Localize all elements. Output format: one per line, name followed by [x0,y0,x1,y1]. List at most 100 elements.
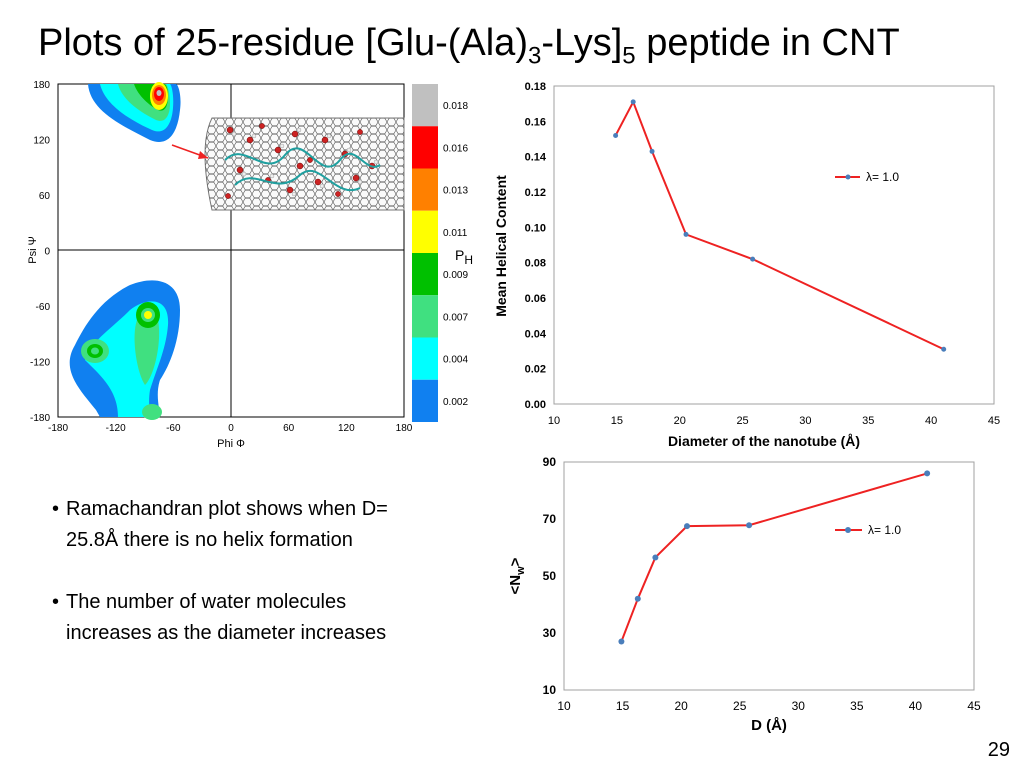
chart2-y-tick: 10 [543,683,557,697]
chart1-data-point [613,132,619,138]
rama-x-tick: 60 [283,423,295,434]
arrow-head [198,151,208,159]
chart2-x-tick: 30 [792,699,806,713]
bullet-dot-icon: • [52,498,60,520]
chart2-data-point [652,554,659,561]
colorbar-tick: 0.002 [443,397,468,408]
colorbar-swatch [412,253,438,296]
chart1-x-tick: 30 [799,415,811,427]
contour-region-bottom [69,280,180,420]
chart2-x-label: D (Å) [751,717,787,734]
chart2-data-point [618,638,625,645]
chart1-x-tick: 10 [548,415,560,427]
chart1-y-tick: 0.16 [525,116,546,128]
colorbar-swatch [412,126,438,169]
chart1-x-tick: 15 [611,415,623,427]
chart1-x-tick: 35 [862,415,874,427]
chart1-data-point [941,346,947,352]
colorbar-tick: 0.004 [443,355,468,366]
colorbar-tick: 0.011 [443,228,468,239]
chart2-data-point [746,522,753,529]
colorbar-swatch [412,210,438,253]
rama-x-tick: -60 [166,423,181,434]
rama-y-tick: -60 [36,302,51,313]
colorbar-tick: 0.018 [443,101,468,112]
chart1-y-tick: 0.14 [525,152,547,164]
chart1-series-line [614,99,945,351]
chart1-legend: λ= 1.0 [835,170,899,184]
chart1-x-tick: 45 [988,415,1000,427]
chart1-x-tick: 20 [674,415,686,427]
chart1-y-tick: 0.04 [525,328,547,340]
chart1-data-point [683,231,689,237]
water-molecules-chart: 10 30 50 70 90 10 15 20 25 30 35 40 45 D (Å) <Nw> λ… [507,455,981,734]
chart1-x-tick: 40 [925,415,937,427]
chart2-x-tick: 35 [850,699,864,713]
colorbar-label: PH [455,247,473,267]
ramachandran-plot: -180 -120 -60 0 60 120 180 180 120 60 0 -60 -120 -18… [27,80,473,450]
chart2-series-line [620,472,928,642]
bullet-item: • Ramachandran plot shows when D= 25.8Å t… [52,494,432,556]
page-number: 29 [987,739,1010,761]
colorbar-swatch [412,295,438,338]
nanotube-image [204,117,405,211]
chart2-legend: λ= 1.0 [835,523,901,537]
rama-y-tick: 180 [33,80,50,91]
rama-y-label: Psi Ψ [27,236,39,264]
chart2-x-tick: 10 [557,699,571,713]
chart2-x-tick: 15 [616,699,630,713]
chart2-y-tick: 50 [543,569,557,583]
chart2-y-tick: 90 [543,455,557,469]
colorbar: 0.018 0.016 0.013 0.011 0.009 0.007 0.004 0.002 [412,84,468,422]
chart1-y-tick: 0.02 [525,364,546,376]
chart1-y-tick: 0.12 [525,187,546,199]
colorbar-swatch [412,84,438,127]
rama-x-tick: 0 [228,423,234,434]
chart1-x-label: Diameter of the nanotube (Å) [668,433,860,449]
chart2-y-tick: 70 [543,512,557,526]
rama-y-tick: -120 [30,358,50,369]
rama-y-tick: 60 [39,191,51,202]
chart1-y-tick: 0.18 [525,81,546,93]
bullet-dot-icon: • [52,591,60,613]
rama-y-tick: -180 [30,413,50,424]
rama-y-tick: 120 [33,136,50,147]
chart2-data-point [684,523,690,530]
chart1-y-tick: 0.08 [525,258,546,270]
chart2-y-tick: 30 [543,626,557,640]
rama-x-tick: -180 [48,423,68,434]
colorbar-swatch [412,337,438,380]
chart1-data-point [630,99,636,105]
chart2-x-tick: 20 [674,699,688,713]
colorbar-tick: 0.007 [443,312,468,323]
chart1-y-tick: 0.06 [525,293,546,305]
chart2-data-point [634,595,641,602]
rama-x-label: Phi Φ [217,438,245,450]
chart1-y-tick: 0.00 [525,399,546,411]
chart1-x-tick: 25 [736,415,748,427]
bullet-text: The number of water molecules increases … [66,591,387,644]
bullet-list: • Ramachandran plot shows when D= 25.8Å t… [52,494,432,680]
chart2-legend-label: λ= 1.0 [868,523,901,537]
rama-y-tick: 0 [44,247,50,258]
chart2-y-label: <Nw> [507,557,527,594]
rama-x-tick: 180 [396,423,413,434]
chart1-data-point [649,148,655,154]
colorbar-tick: 0.013 [443,186,468,197]
chart2-data-point [924,470,931,477]
colorbar-tick: 0.016 [443,143,468,154]
chart2-x-tick: 25 [733,699,747,713]
chart1-y-tick: 0.10 [525,222,546,234]
bullet-item: • The number of water molecules increases… [52,587,432,649]
colorbar-tick: 0.009 [443,270,468,281]
colorbar-swatch [412,379,438,422]
contour-region-top [88,82,181,142]
chart2-x-tick: 40 [909,699,923,713]
chart1-y-label: Mean Helical Content [493,175,509,317]
chart1-legend-label: λ= 1.0 [866,170,899,184]
chart1-data-point [750,256,756,262]
bullet-text: Ramachandran plot shows when D= 25.8Å th… [66,498,388,551]
rama-x-tick: -120 [106,423,126,434]
chart2-x-tick: 45 [967,699,981,713]
slide-title: Plots of 25-residue [Glu-(Ala)3-Lys]5 pe… [38,22,900,70]
